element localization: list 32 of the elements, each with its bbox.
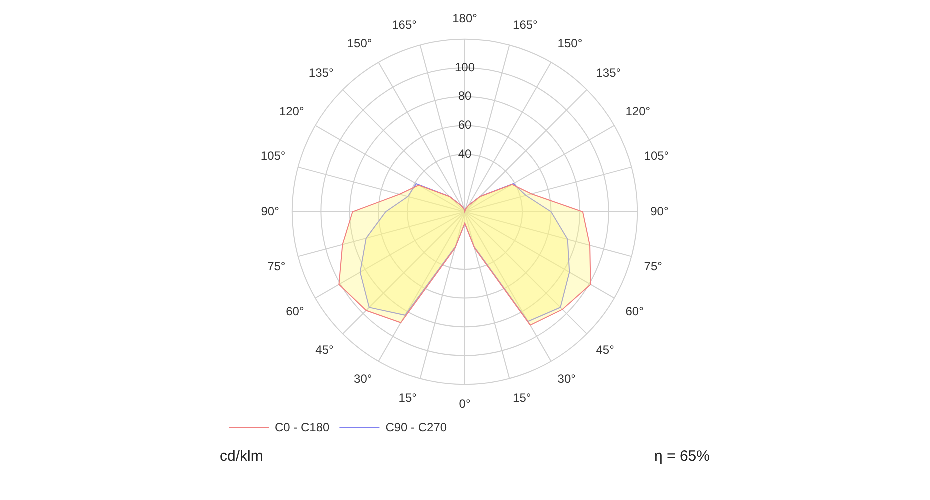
spoke-label: 60° bbox=[286, 304, 304, 318]
y-tick-label: 80 bbox=[458, 89, 472, 104]
spoke-label: 30° bbox=[558, 372, 576, 386]
spoke-label: 150° bbox=[558, 36, 583, 50]
spoke-label: 15° bbox=[513, 390, 532, 405]
spoke-label: 0° bbox=[459, 397, 471, 412]
y-tick-label: 40 bbox=[458, 146, 472, 161]
spoke-label: 90° bbox=[650, 204, 669, 218]
text: cd/klm bbox=[220, 448, 264, 465]
spoke-label: 15° bbox=[398, 390, 418, 405]
text: η = 65% bbox=[654, 448, 710, 465]
spoke-label: 105° bbox=[260, 149, 286, 164]
spoke-label: 165° bbox=[392, 18, 418, 32]
legend-label: C0 - C180 bbox=[275, 420, 330, 434]
spoke-label: 60° bbox=[626, 304, 644, 318]
spoke-label: 135° bbox=[596, 66, 622, 80]
spoke-label: 165° bbox=[513, 18, 538, 32]
spoke-label: 45° bbox=[316, 342, 334, 357]
legend-label: C90 - C270 bbox=[386, 420, 448, 434]
spoke-label: 150° bbox=[347, 36, 372, 50]
spoke-label: 90° bbox=[261, 204, 280, 218]
y-tick-label: 60 bbox=[458, 118, 472, 132]
spoke-label: 180° bbox=[452, 12, 478, 26]
spoke-label: 75° bbox=[268, 260, 286, 274]
spoke-label: 30° bbox=[354, 372, 372, 386]
y-tick-label: 100 bbox=[454, 60, 476, 74]
spoke-label: 120° bbox=[279, 104, 304, 118]
spoke-label: 135° bbox=[308, 66, 334, 80]
spoke-label: 75° bbox=[644, 260, 663, 274]
spoke-label: 45° bbox=[596, 342, 615, 357]
spoke-label: 105° bbox=[644, 149, 670, 164]
spoke-label: 120° bbox=[626, 104, 651, 118]
